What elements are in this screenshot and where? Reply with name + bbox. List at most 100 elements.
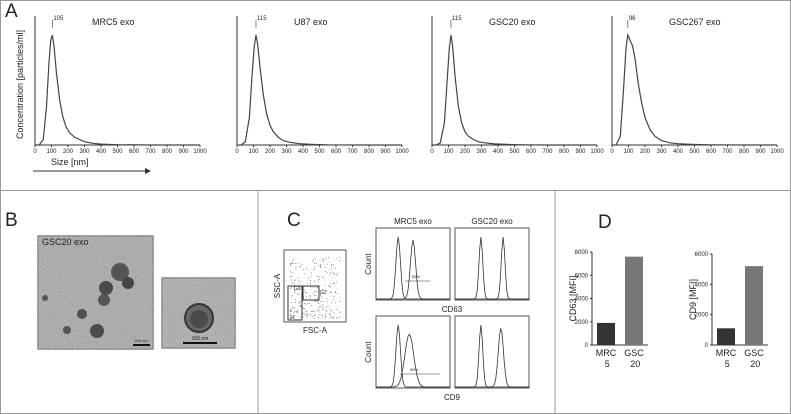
scatter-dot <box>307 315 308 317</box>
percent-label: 50% <box>412 274 420 279</box>
scatter-dot <box>333 273 335 274</box>
peak-label: 115 <box>257 16 267 22</box>
scatter-dot <box>326 263 328 265</box>
scatter-dot <box>324 284 326 286</box>
scatter-dot <box>311 311 313 312</box>
scatter-dot <box>295 266 297 268</box>
panel-label: D <box>598 212 612 233</box>
x-tick-label: GSC 20 <box>624 348 644 369</box>
x-tick-label: 300 <box>281 149 292 155</box>
scatter-dot <box>339 311 341 313</box>
scatter-dot <box>314 267 315 269</box>
scatter-dot <box>326 300 328 302</box>
scatter-dot <box>290 313 291 315</box>
chart-title: GSC267 exo <box>669 17 721 27</box>
scatter-dot <box>309 297 311 299</box>
scatter-dot <box>290 301 292 303</box>
scatter-dot <box>318 317 319 318</box>
scatter-dot <box>320 295 321 297</box>
scatter-dot <box>293 279 295 281</box>
scatter-dot <box>295 311 297 313</box>
y-axis-label: CD63 [MFI] <box>568 275 578 321</box>
x-tick-label: 400 <box>673 149 684 155</box>
scatter-dot <box>321 315 323 316</box>
scatter-dot <box>322 306 324 308</box>
scatter-dot <box>309 295 311 297</box>
scatter-dot <box>305 311 307 313</box>
x-tick-label: 1000 <box>193 149 207 155</box>
x-tick-label: 600 <box>526 149 537 155</box>
gate-label: G2 <box>320 290 327 296</box>
scatter-dot <box>318 310 320 311</box>
x-tick-label: 400 <box>96 149 107 155</box>
x-tick-label: 400 <box>298 149 309 155</box>
scatter-dot <box>292 317 294 318</box>
scatter-dot <box>313 269 315 270</box>
x-tick-label: 800 <box>364 149 375 155</box>
scatter-dot <box>335 281 337 283</box>
scatter-dot <box>324 267 326 268</box>
scatter-dot <box>325 310 327 312</box>
scatter-dot <box>323 276 325 278</box>
chart-title: GSC20 exo <box>489 17 536 27</box>
scatter-dot <box>301 301 303 303</box>
y-tick-label: 6000 <box>575 273 589 279</box>
scatter-dot <box>310 314 312 315</box>
scatter-dot <box>320 266 321 268</box>
scatter-dot <box>318 276 320 277</box>
scatter-dot <box>296 310 298 312</box>
size-distribution <box>432 34 597 146</box>
scatter-dot <box>330 283 331 285</box>
scatter-dot <box>290 263 291 264</box>
y-axis-label: Concentration [particles/ml] <box>15 30 25 139</box>
bar <box>597 322 615 345</box>
scatter-dot <box>315 291 317 292</box>
scatter-dot <box>292 262 294 264</box>
scatter-dot <box>321 296 322 298</box>
scatter-dot <box>317 301 319 303</box>
x-tick-label: 0 <box>235 149 239 155</box>
em-inset <box>161 277 236 349</box>
scatter-dot <box>320 293 321 295</box>
scatter-dot <box>316 286 317 288</box>
scatter-dot <box>315 300 317 302</box>
scatter-dot <box>303 296 305 298</box>
y-axis-label: CD9 [MFI] <box>688 279 698 320</box>
bar <box>745 266 763 345</box>
scatter-dot <box>299 266 300 268</box>
scatter-dot <box>328 284 329 286</box>
x-tick-label: 700 <box>542 149 553 155</box>
scatter-dot <box>319 314 321 315</box>
scatter-dot <box>291 317 292 319</box>
scatter-dot <box>331 265 332 267</box>
scatter-dot <box>336 274 338 276</box>
scatter-dot <box>324 271 326 272</box>
scatter-dot <box>306 268 308 269</box>
scatter-dot <box>337 273 338 275</box>
scatter-dot <box>294 262 296 264</box>
scatter-dot <box>339 301 341 302</box>
scatter-dot <box>303 269 305 270</box>
scatter-dot <box>336 292 338 294</box>
peak-label: 96 <box>629 16 636 22</box>
scatter-dot <box>325 306 327 308</box>
scatter-dot <box>304 289 306 291</box>
scatter-dot <box>301 264 303 266</box>
x-tick-label: 900 <box>178 149 189 155</box>
size-distribution <box>237 34 402 146</box>
scatter-dot <box>295 279 297 281</box>
scatter-dot <box>293 258 295 260</box>
scatter-dot <box>332 271 333 273</box>
scatter-dot <box>336 317 338 319</box>
marker-label: CD9 <box>444 393 461 402</box>
histogram-curve <box>376 240 450 300</box>
scatter-dot <box>290 311 292 312</box>
scatter-dot <box>327 306 329 307</box>
scatter-dot <box>302 308 304 309</box>
scatter-dot <box>304 292 306 293</box>
scatter-dot <box>310 280 311 281</box>
axis-label: SSC-A <box>273 273 282 298</box>
scatter-dot <box>333 296 335 297</box>
scatter-dot <box>314 280 315 282</box>
